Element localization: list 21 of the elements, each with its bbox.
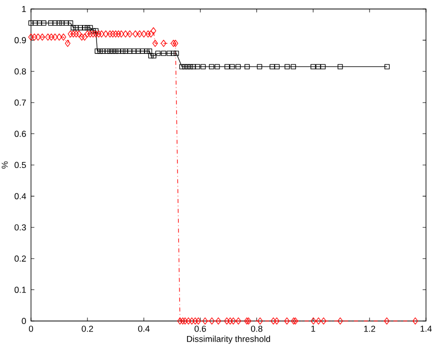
x-tick-label: 0.6 xyxy=(194,326,206,332)
y-tick-label: 0.2 xyxy=(14,256,26,262)
x-tick-label: 1.4 xyxy=(420,326,432,332)
x-tick-label: 1.2 xyxy=(364,326,376,332)
y-tick-label: 0.6 xyxy=(14,130,26,137)
y-tick-label: 0.7 xyxy=(14,100,26,106)
x-tick-label: 0 xyxy=(28,326,34,332)
y-tick-label: 0.3 xyxy=(14,224,26,230)
y-tick-label: 0.8 xyxy=(14,68,26,74)
y-tick-label: 0.5 xyxy=(14,162,26,168)
y-tick-label: 0.1 xyxy=(14,286,26,293)
y-tick-label: 1 xyxy=(22,6,26,12)
x-tick-label: 1 xyxy=(311,326,316,332)
y-tick-label: 0.9 xyxy=(14,37,26,44)
y-tick-label: 0 xyxy=(22,318,26,324)
x-tick-label: 0.2 xyxy=(82,326,94,332)
x-tick-label: 0.8 xyxy=(251,326,262,332)
x-axis-title: Dissimilarity threshold xyxy=(187,336,270,344)
y-tick-label: 0.4 xyxy=(14,193,26,200)
y-axis-title: % xyxy=(2,161,8,169)
x-tick-label: 0.4 xyxy=(138,326,150,332)
